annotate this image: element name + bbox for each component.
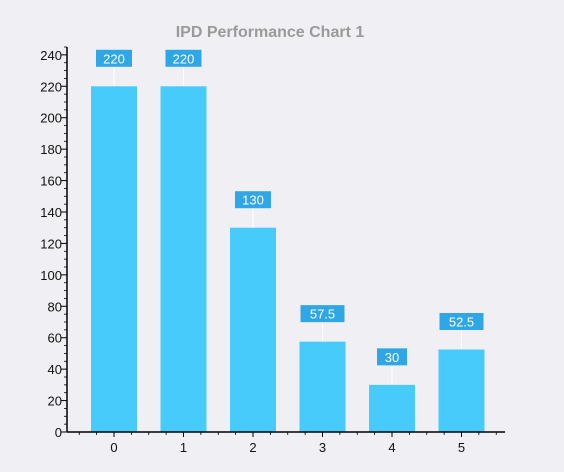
data-label-2: 130	[242, 193, 264, 208]
bar-3	[299, 341, 346, 432]
data-label-3: 57.5	[310, 307, 335, 322]
data-label-5: 52.5	[449, 315, 474, 330]
bar-0	[91, 86, 137, 433]
y-tick-label-20: 20	[48, 394, 62, 409]
x-tick-label-2: 2	[249, 440, 256, 455]
bar-1	[160, 86, 207, 433]
x-tick-label-4: 4	[388, 440, 395, 455]
y-tick-label-180: 180	[40, 142, 62, 157]
bars-layer	[91, 86, 485, 433]
y-tick-label-100: 100	[40, 268, 62, 283]
data-label-1: 220	[173, 51, 195, 66]
data-label-box-4	[377, 348, 407, 366]
bar-4	[369, 384, 415, 432]
y-tick-label-120: 120	[40, 236, 62, 251]
y-tick-label-160: 160	[40, 174, 62, 189]
x-tick-label-5: 5	[458, 440, 465, 455]
axes-layer: 0 20 40 60 80 100 120 140 160 180 200 220 240 0 1 2 3 4 5	[40, 46, 505, 455]
data-label-box-0	[96, 49, 132, 67]
y-tick-label-140: 140	[40, 205, 62, 220]
data-label-4: 30	[385, 350, 399, 365]
y-tick-label-220: 220	[40, 79, 62, 94]
chart-title: IPD Performance Chart 1	[175, 24, 365, 41]
y-tick-label-80: 80	[48, 299, 62, 314]
data-label-box-3	[300, 305, 345, 323]
x-tick-label-0: 0	[110, 440, 117, 455]
y-tick-label-200: 200	[40, 111, 62, 126]
y-tick-label-40: 40	[48, 362, 62, 377]
bar-5	[438, 349, 485, 432]
data-label-0: 220	[103, 51, 125, 66]
data-label-box-5	[439, 313, 484, 330]
bar-2	[230, 227, 276, 432]
y-tick-label-240: 240	[40, 48, 62, 63]
data-label-box-2	[235, 191, 271, 209]
y-tick-label-0: 0	[55, 425, 62, 440]
data-labels-layer: 220 220 130 57.5 30 52.5	[96, 49, 484, 385]
y-tick-label-60: 60	[48, 331, 62, 346]
x-tick-label-3: 3	[319, 440, 326, 455]
data-label-box-1	[165, 49, 202, 67]
x-tick-label-1: 1	[180, 440, 187, 455]
